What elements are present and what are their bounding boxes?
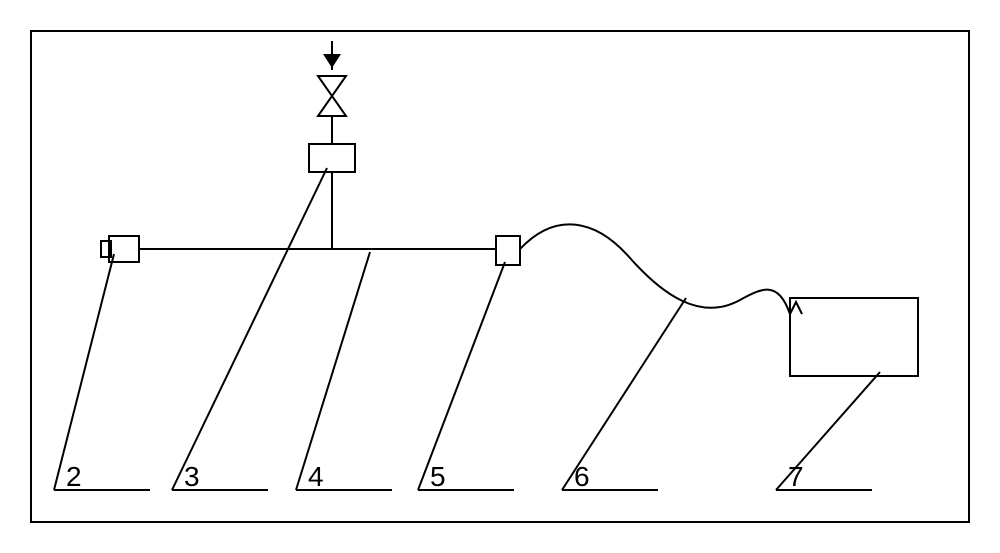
callout-label-2: 2	[66, 461, 82, 492]
cable	[520, 224, 790, 314]
leader-line-2	[172, 168, 327, 490]
callout-label-6: 6	[574, 461, 590, 492]
leader-line-4	[418, 262, 505, 490]
leader-line-1	[54, 254, 114, 490]
valve-icon	[318, 76, 346, 116]
leader-line-3	[296, 252, 370, 490]
callout-label-5: 5	[430, 461, 446, 492]
valve-component-box	[309, 144, 355, 172]
cable-notch	[790, 302, 802, 314]
callout-label-4: 4	[308, 461, 324, 492]
output-box	[790, 298, 918, 376]
callout-label-3: 3	[184, 461, 200, 492]
flow-arrow-icon	[323, 54, 341, 68]
right-device	[496, 236, 520, 265]
callout-label-7: 7	[788, 461, 804, 492]
